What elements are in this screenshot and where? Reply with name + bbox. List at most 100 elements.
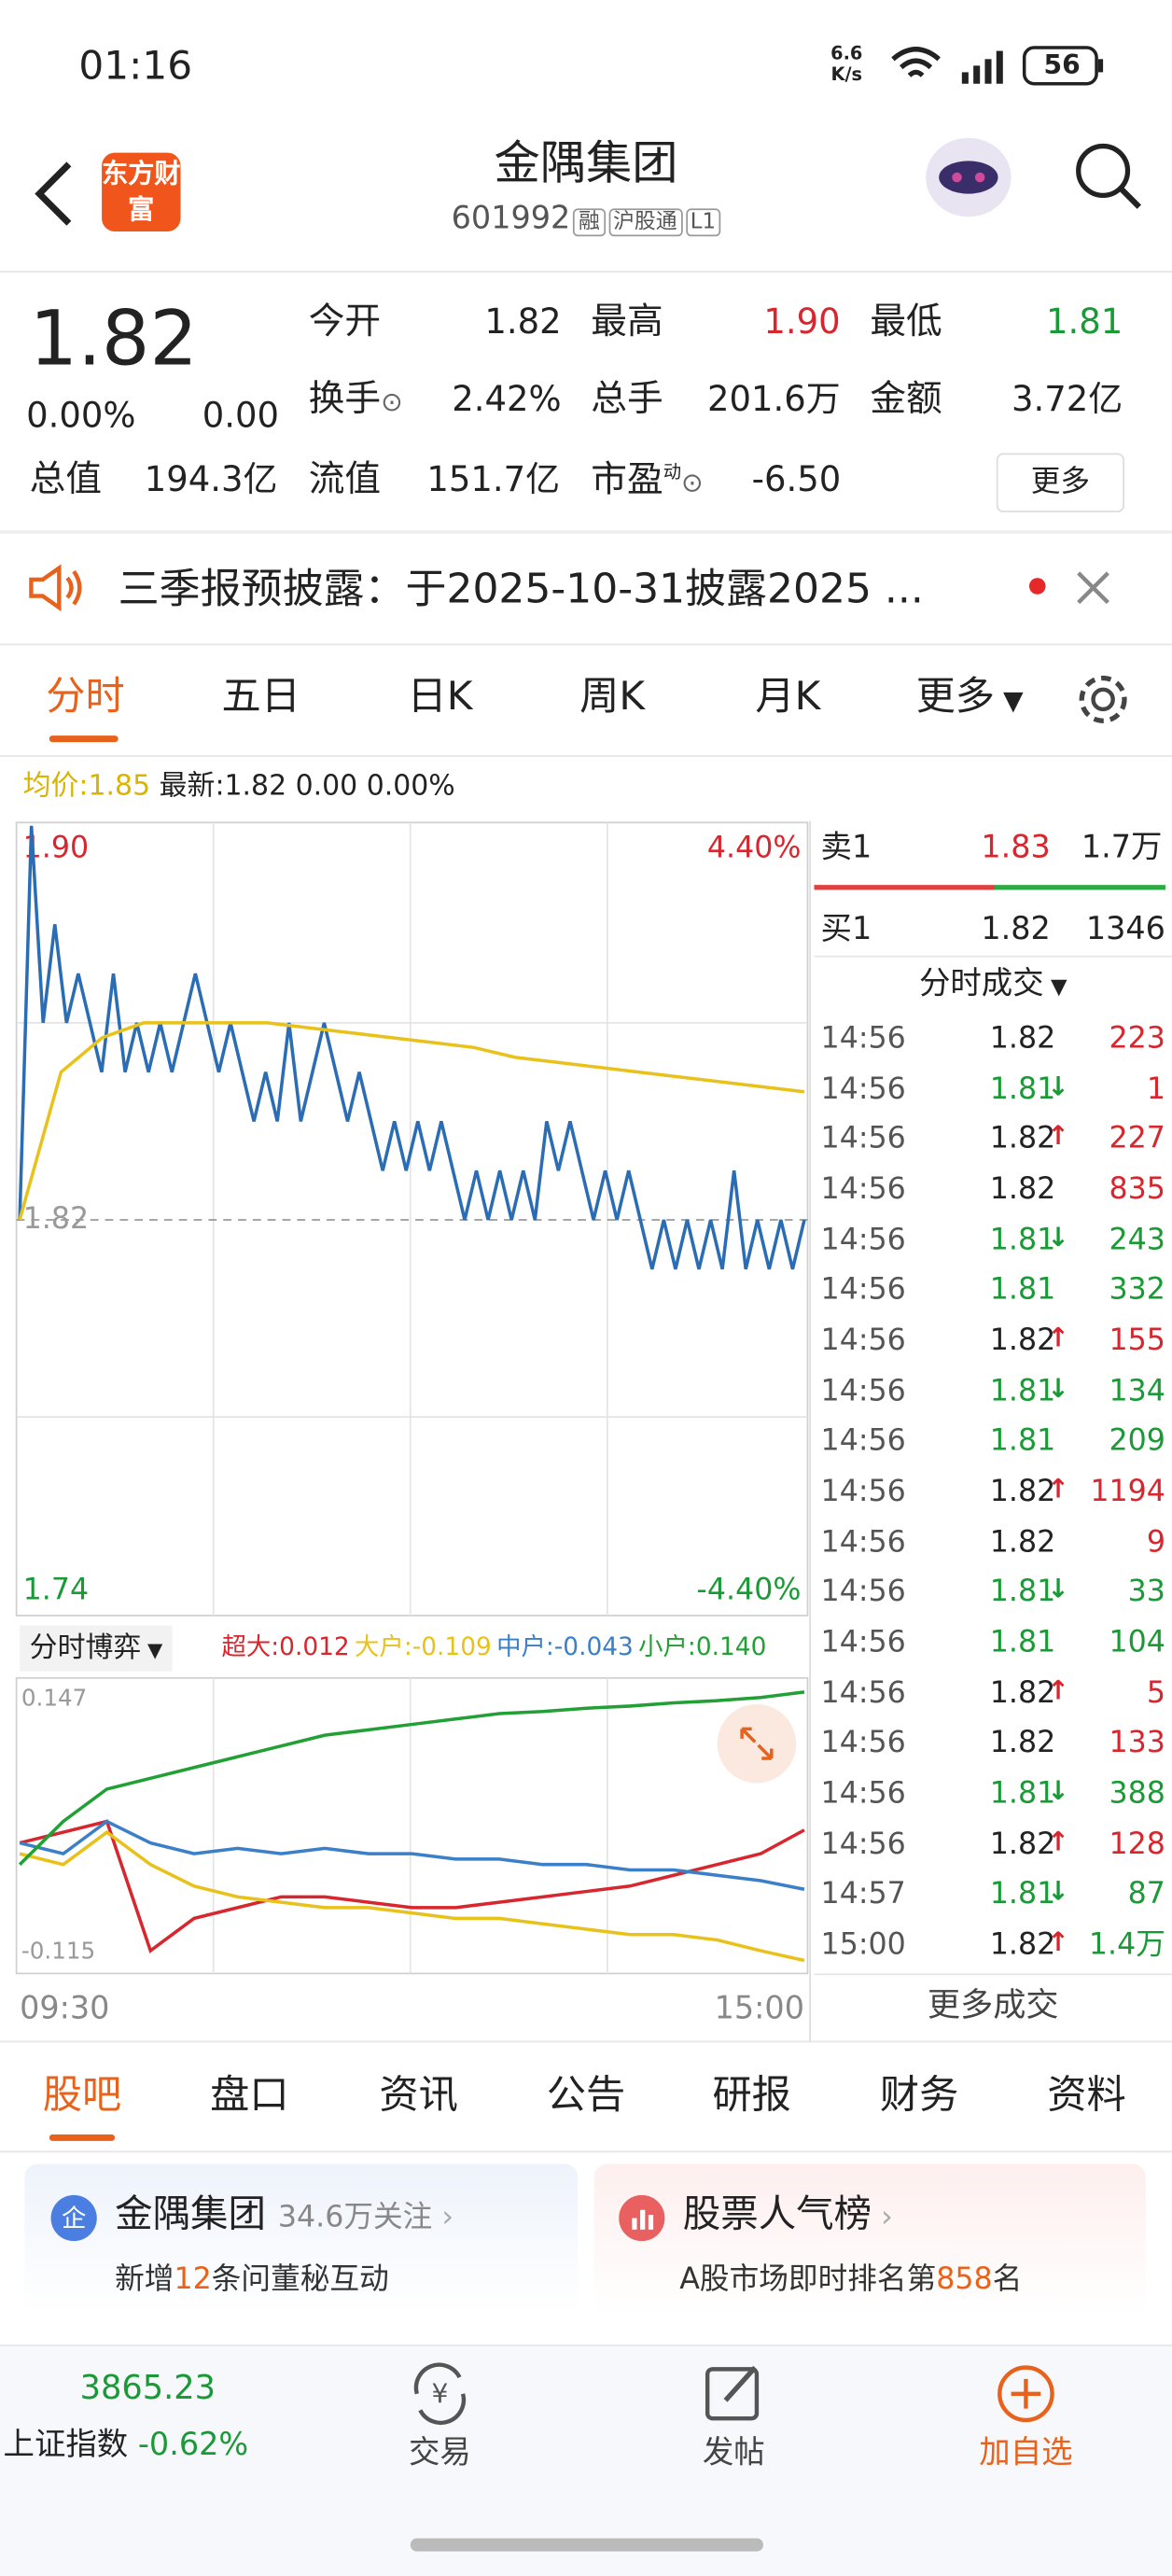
ranking-card[interactable] <box>593 2163 1146 2316</box>
avg-value: 1.85 <box>88 770 151 804</box>
index-change: -0.62% <box>137 2426 249 2463</box>
chevron: › <box>432 2200 454 2235</box>
section-tab[interactable]: 股吧 <box>42 2071 122 2119</box>
trade-time: 14:56 <box>820 1726 906 1761</box>
info-icon[interactable]: ⊙ <box>681 467 704 498</box>
community-card[interactable] <box>24 2163 579 2316</box>
speaker-icon <box>29 564 82 612</box>
more-button[interactable]: 更多 <box>996 453 1124 512</box>
trade-volume: 332 <box>1109 1272 1165 1308</box>
trade-price: 1.82 <box>989 1927 1056 1963</box>
tab[interactable]: 更多 ▼ <box>916 677 1024 716</box>
field-value: 1.81 <box>1045 301 1123 342</box>
field-value: 201.6万 <box>706 379 841 419</box>
field-label: 金额 <box>870 379 942 421</box>
section-tab[interactable]: 资讯 <box>379 2071 458 2119</box>
sub-post: 条问董秘互动 <box>211 2262 389 2297</box>
nav-item[interactable]: 交易 <box>408 2434 471 2471</box>
flow-selector[interactable]: 分时博弈 ▼ <box>20 1625 173 1672</box>
section-tab[interactable]: 财务 <box>879 2071 959 2119</box>
nav-item[interactable]: 发帖 <box>702 2434 765 2471</box>
trade-time: 14:56 <box>820 1776 906 1812</box>
flow-title: 分时博弈 <box>29 1631 142 1665</box>
net-speed: 6.6 K/s <box>830 43 862 86</box>
pe-type: 动 <box>663 461 682 483</box>
trade-icon[interactable]: ¥ <box>407 2361 472 2427</box>
trade-price: 1.82 <box>989 1122 1056 1156</box>
trade-time: 14:56 <box>820 1071 906 1107</box>
index-line[interactable]: 上证指数 -0.62% <box>4 2429 249 2460</box>
home-indicator <box>410 2538 763 2552</box>
info-icon[interactable]: ⊙ <box>381 385 403 417</box>
legend-value: -0.043 <box>553 1631 634 1662</box>
stock-name: 金隅集团 <box>494 136 678 191</box>
trade-volume: 134 <box>1109 1373 1165 1408</box>
trade-arrow: ↓ <box>1047 1573 1069 1605</box>
trade-price: 1.81 <box>989 1272 1056 1308</box>
section-tab[interactable]: 研报 <box>712 2071 791 2119</box>
sell-label: 卖1 <box>820 829 872 866</box>
settings-icon[interactable] <box>1073 670 1132 729</box>
field-value: 1.90 <box>763 301 841 342</box>
tab-underline <box>49 735 119 743</box>
legend-sep: : <box>545 1631 554 1662</box>
card-title-text: 金隅集团 <box>115 2193 266 2236</box>
legend-item: 小户:0.140 <box>638 1632 766 1662</box>
section-tab[interactable]: 公告 <box>546 2071 626 2119</box>
more-trades-button[interactable]: 更多成交 <box>927 1984 1059 2024</box>
trade-arrow: ↓ <box>1047 1372 1069 1404</box>
section-tab[interactable]: 资料 <box>1047 2071 1126 2119</box>
trade-arrow: ↑ <box>1047 1925 1069 1957</box>
tab[interactable]: 月K <box>755 673 821 720</box>
trade-price: 1.82 <box>989 1323 1056 1358</box>
bottom-nav <box>0 2344 1172 2576</box>
stock-code-line: 601992 融沪股通 L1 <box>328 203 844 237</box>
tab[interactable]: 五日 <box>221 673 300 720</box>
trade-price: 1.82 <box>989 1827 1056 1862</box>
legend-name: 大户 <box>355 1631 404 1662</box>
trade-time: 14:56 <box>820 1524 906 1560</box>
trades-header[interactable]: 分时成交 ▼ <box>815 968 1172 1000</box>
field-label: 换手⊙ <box>309 382 403 419</box>
sub-num: 858 <box>936 2262 993 2297</box>
trade-price: 1.81 <box>989 1222 1056 1257</box>
trade-time: 14:56 <box>820 1272 906 1308</box>
back-button[interactable] <box>30 158 82 230</box>
tab[interactable]: 分时 <box>46 673 125 720</box>
nav-item[interactable]: 加自选 <box>979 2434 1073 2471</box>
trades-title: 分时成交 <box>918 965 1044 1002</box>
divider <box>814 1973 1172 1976</box>
close-button[interactable] <box>1073 568 1112 608</box>
add-icon[interactable] <box>993 2361 1058 2427</box>
buy-label: 买1 <box>820 911 872 948</box>
y-tick-label: 1.82 <box>23 1202 90 1236</box>
trade-arrow: ↓ <box>1047 1774 1069 1807</box>
field-label: 总值 <box>29 459 103 501</box>
trade-price: 1.81 <box>989 1423 1056 1459</box>
sub-pre: A股市场即时排名第 <box>679 2262 937 2297</box>
expand-button[interactable] <box>717 1703 797 1784</box>
assistant-icon[interactable] <box>919 132 1018 224</box>
tab[interactable]: 周K <box>579 673 646 720</box>
index-value[interactable]: 3865.23 <box>79 2367 216 2407</box>
trade-price: 1.82 <box>989 1524 1056 1560</box>
notice-text[interactable]: 三季报预披露：于2025-10-31披露2025 ... <box>118 567 924 609</box>
trade-time: 15:00 <box>820 1927 906 1963</box>
tag: L1 <box>685 208 721 237</box>
section-tab[interactable]: 盘口 <box>210 2071 289 2119</box>
app-logo[interactable]: 东方财富 <box>102 152 181 232</box>
search-icon[interactable] <box>1070 138 1146 214</box>
dropdown-arrow: ▼ <box>995 684 1024 716</box>
tab[interactable]: 日K <box>407 673 473 720</box>
label-text: 市盈 <box>591 460 663 502</box>
trade-price: 1.82 <box>989 1474 1056 1509</box>
trade-arrow: ↑ <box>1047 1472 1069 1505</box>
buy-price: 1.82 <box>981 911 1051 948</box>
trade-price: 1.82 <box>989 1726 1056 1761</box>
card-icon <box>619 2194 665 2242</box>
trade-time: 14:56 <box>820 1373 906 1408</box>
post-icon[interactable] <box>703 2361 768 2427</box>
trade-arrow: ↓ <box>1047 1070 1069 1101</box>
trade-volume: 1.4万 <box>1088 1927 1165 1963</box>
